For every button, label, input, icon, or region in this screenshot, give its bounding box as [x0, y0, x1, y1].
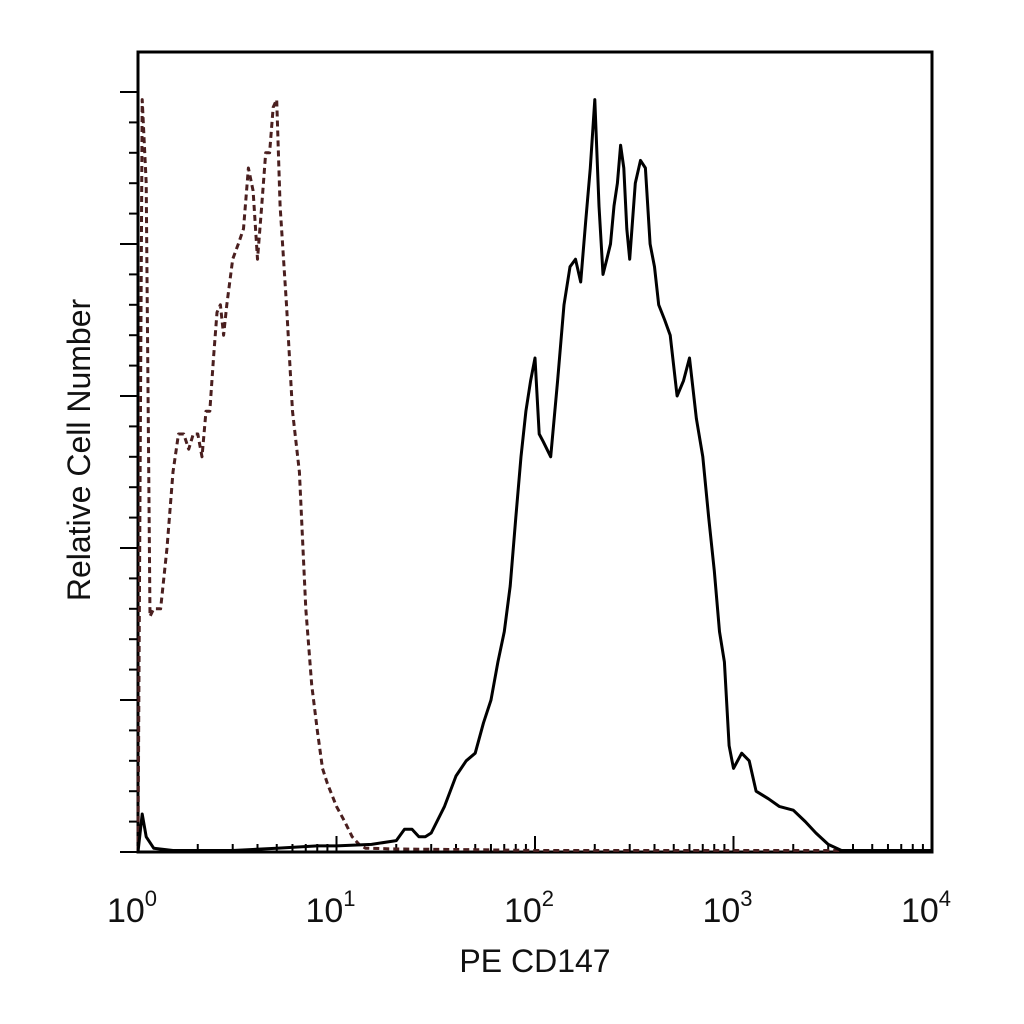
series-line-solid [136, 98, 932, 853]
series-layer [136, 98, 932, 853]
x-tick-label: 103 [702, 886, 752, 930]
y-axis-title: Relative Cell Number [61, 298, 97, 601]
y-axis-ticks [120, 91, 138, 853]
series-line-dashed [136, 98, 932, 853]
x-tick-labels: 100 101 102 103 104 [107, 886, 951, 930]
x-axis-title: PE CD147 [459, 943, 610, 979]
x-tick-label: 100 [107, 886, 157, 930]
x-tick-label: 104 [901, 886, 951, 930]
plot-frame [136, 50, 934, 854]
x-tick-label: 102 [504, 886, 554, 930]
x-tick-label: 101 [305, 886, 355, 930]
